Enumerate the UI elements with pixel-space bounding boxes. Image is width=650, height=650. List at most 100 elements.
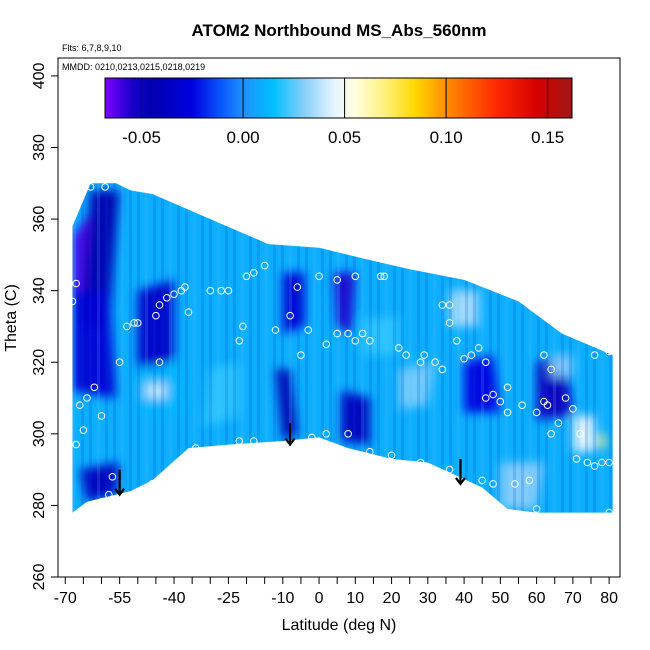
flight-point bbox=[97, 412, 106, 420]
heatmap-region bbox=[340, 390, 370, 445]
colorbar-gradient bbox=[104, 77, 573, 119]
flight-point bbox=[97, 498, 106, 506]
heatmap-band bbox=[105, 183, 108, 513]
heatmap-band bbox=[193, 183, 196, 513]
y-tick-label: 400 bbox=[31, 62, 48, 89]
flight-point bbox=[105, 490, 113, 499]
heatmap-region bbox=[203, 362, 240, 427]
x-tick-label: 20 bbox=[383, 590, 401, 607]
heatmap-band bbox=[337, 183, 340, 513]
plot-frame bbox=[57, 57, 621, 578]
heatmap-region bbox=[72, 290, 116, 398]
flight-point bbox=[569, 405, 577, 413]
flight-point bbox=[474, 344, 483, 352]
heatmap-band bbox=[489, 183, 492, 513]
flight-point bbox=[115, 358, 124, 367]
heatmap-band bbox=[449, 183, 452, 513]
heatmap-band bbox=[129, 183, 132, 513]
heatmap-band bbox=[601, 183, 604, 513]
heatmap-band bbox=[121, 183, 124, 513]
heatmap-band bbox=[305, 183, 308, 513]
heatmap-band bbox=[441, 183, 444, 513]
heatmap-band bbox=[465, 183, 468, 513]
heatmap-band bbox=[353, 183, 356, 513]
y-tick-label: 260 bbox=[31, 564, 48, 591]
heatmap-region bbox=[398, 362, 436, 409]
heatmap-band bbox=[393, 183, 396, 513]
heatmap-band bbox=[185, 183, 188, 513]
flight-point bbox=[242, 272, 251, 281]
flight-point bbox=[308, 433, 316, 442]
y-tick-label: 280 bbox=[31, 492, 48, 519]
flight-point bbox=[181, 283, 189, 291]
flight-point bbox=[547, 430, 555, 438]
heatmap-band bbox=[225, 183, 228, 513]
flight-point bbox=[525, 476, 534, 485]
flight-point bbox=[260, 261, 269, 270]
flight-point bbox=[101, 183, 109, 191]
flight-point bbox=[590, 351, 599, 359]
heatmap-band bbox=[425, 183, 428, 513]
heatmap-band bbox=[201, 183, 204, 513]
flight-point bbox=[482, 394, 490, 402]
flight-point bbox=[416, 458, 425, 467]
heatmap-region bbox=[500, 462, 544, 509]
x-tick-label: 40 bbox=[455, 590, 473, 607]
flight-point bbox=[395, 344, 403, 352]
flight-point bbox=[511, 480, 519, 488]
y-axis-label: Theta (C) bbox=[3, 284, 20, 352]
flight-point bbox=[420, 351, 429, 359]
heatmap-band bbox=[369, 183, 372, 513]
heatmap-band bbox=[113, 183, 116, 513]
flight-point bbox=[155, 358, 164, 367]
flight-point bbox=[130, 319, 138, 327]
colorbar: -0.05 0.00 0.05 0.10 0.15 bbox=[104, 77, 573, 147]
flight-point bbox=[108, 473, 117, 481]
x-tick-label: 80 bbox=[600, 590, 618, 607]
flight-point bbox=[86, 183, 95, 191]
colorbar-tick-label: 0.05 bbox=[328, 128, 361, 147]
heatmap-band bbox=[161, 183, 164, 513]
flight-point bbox=[286, 311, 294, 320]
heatmap-band bbox=[497, 183, 500, 513]
x-tick-label: 10 bbox=[346, 590, 364, 607]
heatmap-band bbox=[377, 183, 380, 513]
heatmap-band bbox=[153, 183, 156, 513]
heatmap-band bbox=[241, 183, 244, 513]
flights-annotation: Flts: 6,7,8,9,10 bbox=[62, 43, 122, 53]
flight-point bbox=[76, 401, 84, 410]
flight-point bbox=[460, 354, 468, 363]
colorbar-tick-label: 0.00 bbox=[227, 128, 260, 147]
heatmap-band bbox=[281, 183, 284, 513]
heatmap-region bbox=[551, 355, 573, 377]
heatmap-band bbox=[249, 183, 252, 513]
heatmap-band bbox=[297, 183, 300, 513]
heatmap-band bbox=[361, 183, 364, 513]
flight-point bbox=[478, 476, 487, 485]
flight-point bbox=[445, 319, 454, 327]
flight-point bbox=[333, 329, 342, 338]
x-tick-label: -40 bbox=[162, 590, 185, 607]
heatmap-region bbox=[137, 279, 174, 370]
flight-point bbox=[304, 326, 313, 334]
flight-point bbox=[518, 401, 526, 410]
heatmap-band bbox=[513, 183, 516, 513]
flight-point bbox=[351, 272, 360, 281]
flight-point bbox=[482, 358, 490, 367]
heatmap-band bbox=[417, 183, 420, 513]
heatmap-band bbox=[273, 183, 276, 513]
flight-point bbox=[206, 286, 215, 295]
flight-point bbox=[152, 311, 160, 320]
heatmap-band bbox=[529, 183, 532, 513]
flight-point bbox=[387, 451, 396, 460]
flight-point bbox=[344, 329, 352, 338]
heatmap-region bbox=[282, 272, 305, 334]
flight-point bbox=[605, 458, 613, 467]
flight-point bbox=[76, 508, 84, 517]
x-tick-label: 30 bbox=[419, 590, 437, 607]
heatmap-band bbox=[321, 183, 324, 513]
y-tick-label: 340 bbox=[31, 277, 48, 304]
heatmap-band bbox=[561, 183, 564, 513]
flight-point bbox=[297, 351, 305, 359]
